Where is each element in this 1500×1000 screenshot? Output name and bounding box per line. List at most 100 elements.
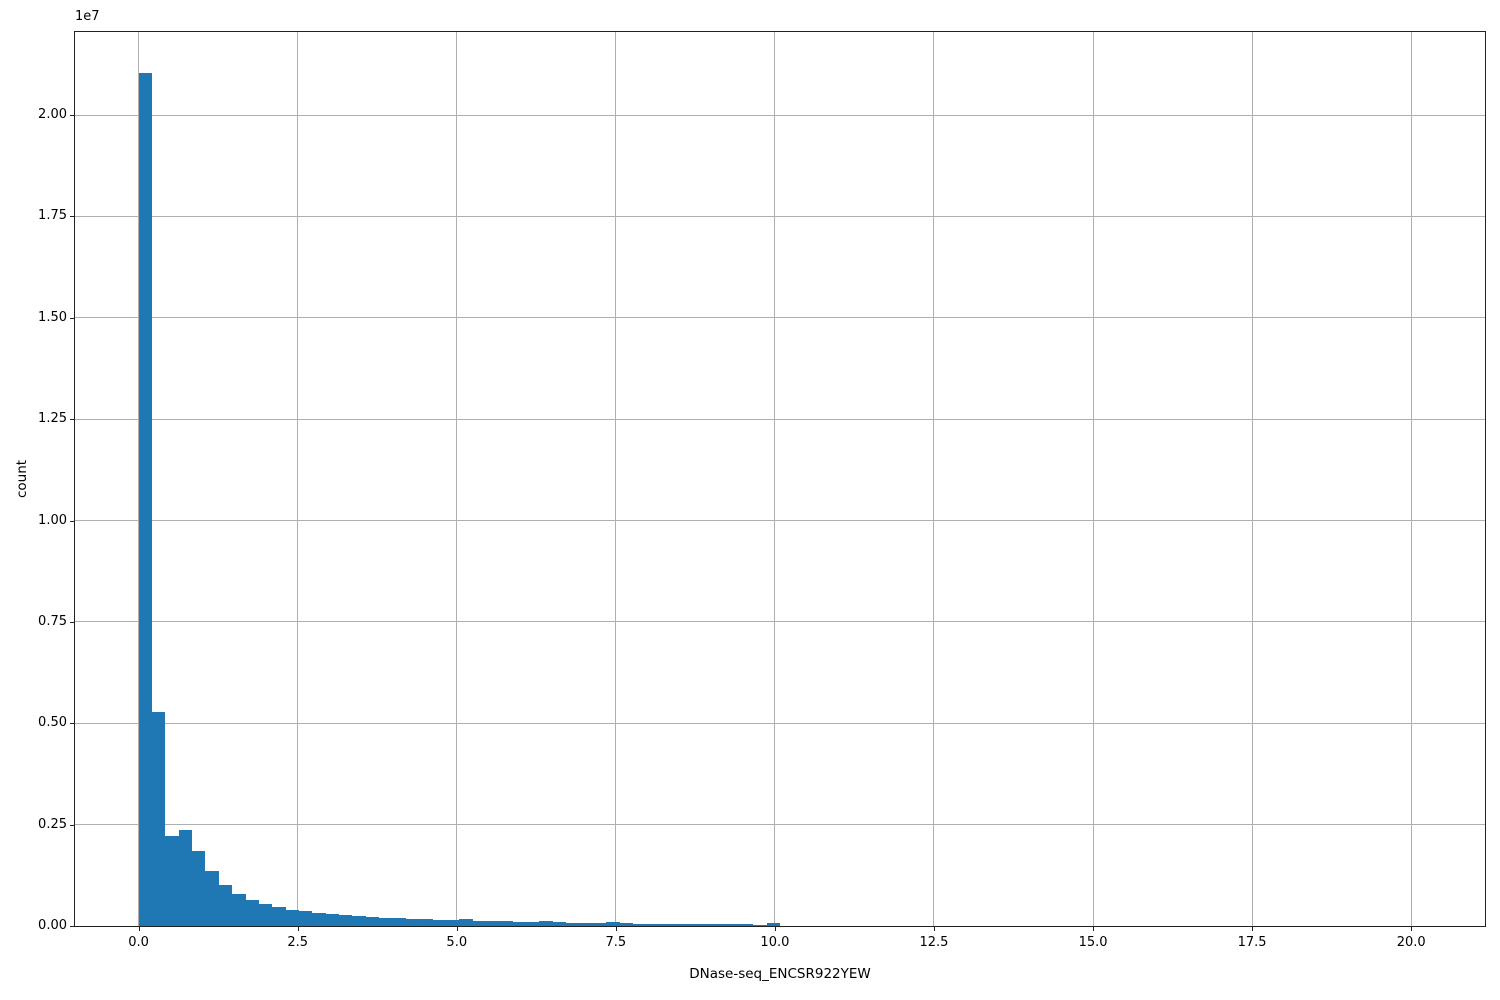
histogram-bar <box>726 924 740 926</box>
histogram-bar <box>713 924 727 926</box>
histogram-bar <box>526 922 540 926</box>
gridline-vertical <box>774 32 776 926</box>
y-tick-label: 1.25 <box>38 411 67 427</box>
histogram-bar <box>352 916 366 926</box>
x-tick-mark <box>933 927 935 931</box>
histogram-bar <box>405 919 420 926</box>
histogram-bar <box>499 921 513 926</box>
y-tick-mark <box>70 824 74 826</box>
axes-spine <box>74 31 1486 927</box>
x-tick-mark <box>615 927 617 931</box>
histogram-bar <box>138 72 152 926</box>
x-tick-label: 7.5 <box>605 935 627 950</box>
x-tick-label: 20.0 <box>1396 935 1426 950</box>
histogram-bar <box>365 916 380 926</box>
histogram-bar <box>686 923 700 926</box>
y-tick-mark <box>70 520 74 522</box>
x-tick-mark <box>456 927 458 931</box>
histogram-bar <box>205 871 219 926</box>
histogram-bar <box>699 924 714 926</box>
gridline-horizontal <box>75 520 1485 522</box>
histogram-bar <box>472 920 487 926</box>
histogram-bar <box>659 923 674 926</box>
histogram-bar <box>539 921 553 926</box>
x-tick-label: 10.0 <box>760 935 790 950</box>
x-tick-label: 17.5 <box>1237 935 1267 950</box>
y-axis-label: count <box>14 459 30 499</box>
y-tick-label: 0.50 <box>38 715 67 731</box>
gridline-horizontal <box>75 418 1485 420</box>
y-tick-label: 0.75 <box>38 613 67 629</box>
x-tick-label: 15.0 <box>1078 935 1108 950</box>
histogram-bar <box>232 893 246 926</box>
y-tick-mark <box>70 317 74 319</box>
histogram-bar <box>445 919 460 926</box>
histogram-bar <box>766 922 780 926</box>
gridline-horizontal <box>75 824 1485 826</box>
y-tick-mark <box>70 926 74 927</box>
gridline-vertical <box>1410 32 1412 926</box>
gridline-horizontal <box>75 114 1485 116</box>
y-tick-mark <box>70 621 74 623</box>
histogram-bar <box>486 921 500 926</box>
y-tick-label: 1.75 <box>38 208 67 224</box>
gridline-vertical <box>297 32 299 926</box>
histogram-bar <box>619 923 634 926</box>
histogram-bar <box>312 913 326 926</box>
histogram-bar <box>592 922 607 926</box>
gridline-vertical <box>456 32 458 926</box>
histogram-bar <box>379 917 393 926</box>
histogram-bar <box>339 915 353 926</box>
histogram-bar <box>566 922 580 926</box>
x-tick-mark <box>138 927 140 931</box>
x-tick-mark <box>1411 927 1413 931</box>
x-tick-mark <box>1252 927 1254 931</box>
histogram-bar <box>178 830 193 926</box>
histogram-bar <box>739 924 754 926</box>
y-tick-mark <box>70 115 74 117</box>
y-tick-mark <box>70 216 74 218</box>
histogram-bar <box>298 911 313 926</box>
gridline-horizontal <box>75 621 1485 623</box>
histogram-bar <box>272 906 286 926</box>
histogram-bar <box>151 711 166 926</box>
gridline-vertical <box>1251 32 1253 926</box>
gridline-horizontal <box>75 317 1485 319</box>
y-tick-label: 0.25 <box>38 816 67 832</box>
x-tick-mark <box>774 927 776 931</box>
histogram-bar <box>646 923 660 926</box>
histogram-bar <box>325 913 340 926</box>
histogram-bar <box>245 899 259 926</box>
histogram-bar <box>633 923 647 926</box>
gridline-vertical <box>1092 32 1094 926</box>
histogram-bar <box>285 909 299 926</box>
histogram-bar <box>432 919 446 926</box>
histogram-bar <box>673 923 687 926</box>
histogram-bar <box>392 918 406 926</box>
histogram-bar <box>165 835 179 926</box>
gridline-horizontal <box>75 722 1485 724</box>
y-tick-label: 2.00 <box>38 107 67 123</box>
histogram-bar <box>419 919 433 926</box>
histogram-bar <box>258 903 273 926</box>
histogram-bar <box>512 921 527 926</box>
histogram-bar <box>579 922 593 926</box>
histogram-bar <box>459 918 473 926</box>
y-tick-mark <box>70 419 74 421</box>
y-tick-label: 1.50 <box>38 309 67 325</box>
histogram-bar <box>552 921 567 926</box>
histogram-bar <box>192 851 206 926</box>
y-tick-mark <box>70 723 74 725</box>
x-tick-label: 2.5 <box>287 935 309 950</box>
x-tick-label: 0.0 <box>128 935 149 950</box>
plot-area <box>74 31 1486 927</box>
x-tick-mark <box>297 927 299 931</box>
y-tick-label: 0.00 <box>38 918 67 933</box>
histogram-bar <box>606 922 620 926</box>
gridline-vertical <box>615 32 617 926</box>
gridline-horizontal <box>75 215 1485 217</box>
x-tick-mark <box>1093 927 1095 931</box>
y-tick-label: 1.00 <box>38 512 67 528</box>
x-tick-label: 12.5 <box>919 935 949 950</box>
